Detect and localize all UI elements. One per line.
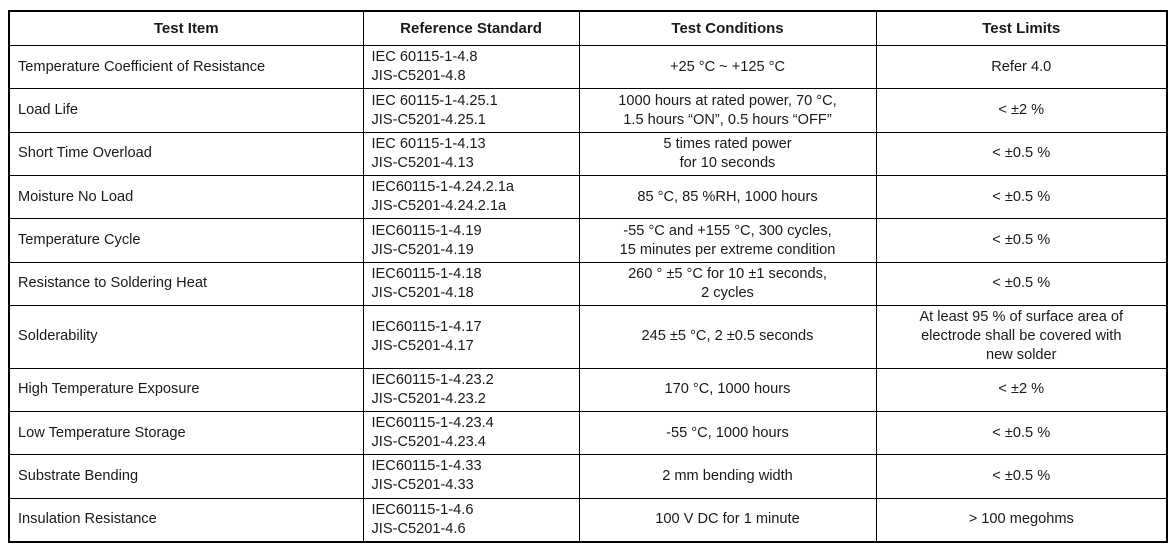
reference-standard-cell: IEC60115-1-4.23.4 JIS-C5201-4.23.4 (362, 410, 580, 456)
test-conditions-cell: -55 °C, 1000 hours (578, 410, 877, 456)
test-conditions-cell: 245 ±5 °C, 2 ±0.5 seconds (578, 305, 877, 369)
test-limits-cell: < ±0.5 % (875, 218, 1168, 263)
table-row: Solderability IEC60115-1-4.17 JIS-C5201-… (8, 305, 1168, 369)
table-row: High Temperature Exposure IEC60115-1-4.2… (8, 367, 1168, 412)
test-conditions-cell: 170 °C, 1000 hours (578, 367, 877, 412)
header-row: Test Item Reference Standard Test Condit… (8, 10, 1168, 46)
test-conditions-cell: 100 V DC for 1 minute (578, 497, 877, 543)
test-item-cell: Resistance to Soldering Heat (8, 261, 364, 307)
test-item-cell: Moisture No Load (8, 175, 364, 220)
test-item-cell: Solderability (8, 305, 364, 369)
reference-standard-cell: IEC 60115-1-4.25.1 JIS-C5201-4.25.1 (362, 88, 580, 133)
table-row: Temperature Coefficient of Resistance IE… (8, 44, 1168, 90)
test-limits-cell: < ±2 % (875, 88, 1168, 133)
test-item-cell: Temperature Cycle (8, 218, 364, 263)
table-row: Insulation Resistance IEC60115-1-4.6 JIS… (8, 497, 1168, 543)
test-limits-cell: > 100 megohms (875, 497, 1168, 543)
test-limits-cell: < ±0.5 % (875, 261, 1168, 307)
test-conditions-cell: +25 °C ~ +125 °C (578, 44, 877, 90)
col-header-reference-standard: Reference Standard (362, 10, 580, 46)
table-row: Temperature Cycle IEC60115-1-4.19 JIS-C5… (8, 218, 1168, 263)
test-specification-table: Test Item Reference Standard Test Condit… (8, 10, 1168, 543)
table-row: Low Temperature Storage IEC60115-1-4.23.… (8, 410, 1168, 456)
reference-standard-cell: IEC60115-1-4.17 JIS-C5201-4.17 (362, 305, 580, 369)
reference-standard-cell: IEC60115-1-4.33 JIS-C5201-4.33 (362, 454, 580, 499)
test-conditions-cell: 5 times rated power for 10 seconds (578, 131, 877, 177)
test-limits-cell: At least 95 % of surface area of electro… (875, 305, 1168, 369)
test-conditions-cell: 1000 hours at rated power, 70 °C, 1.5 ho… (578, 88, 877, 133)
test-conditions-cell: -55 °C and +155 °C, 300 cycles, 15 minut… (578, 218, 877, 263)
reference-standard-cell: IEC 60115-1-4.8 JIS-C5201-4.8 (362, 44, 580, 90)
test-item-cell: Load Life (8, 88, 364, 133)
test-item-cell: Substrate Bending (8, 454, 364, 499)
test-item-cell: Temperature Coefficient of Resistance (8, 44, 364, 90)
test-item-cell: Insulation Resistance (8, 497, 364, 543)
test-conditions-cell: 260 ° ±5 °C for 10 ±1 seconds, 2 cycles (578, 261, 877, 307)
table-row: Moisture No Load IEC60115-1-4.24.2.1a JI… (8, 175, 1168, 220)
table-row: Short Time Overload IEC 60115-1-4.13 JIS… (8, 131, 1168, 177)
test-item-cell: High Temperature Exposure (8, 367, 364, 412)
reference-standard-cell: IEC60115-1-4.6 JIS-C5201-4.6 (362, 497, 580, 543)
test-conditions-cell: 2 mm bending width (578, 454, 877, 499)
table-row: Load Life IEC 60115-1-4.25.1 JIS-C5201-4… (8, 88, 1168, 133)
table-row: Resistance to Soldering Heat IEC60115-1-… (8, 261, 1168, 307)
col-header-test-conditions: Test Conditions (578, 10, 877, 46)
reference-standard-cell: IEC60115-1-4.24.2.1a JIS-C5201-4.24.2.1a (362, 175, 580, 220)
table-row: Substrate Bending IEC60115-1-4.33 JIS-C5… (8, 454, 1168, 499)
reference-standard-cell: IEC60115-1-4.18 JIS-C5201-4.18 (362, 261, 580, 307)
col-header-test-item: Test Item (8, 10, 364, 46)
test-limits-cell: < ±0.5 % (875, 131, 1168, 177)
test-limits-cell: < ±0.5 % (875, 454, 1168, 499)
reference-standard-cell: IEC60115-1-4.19 JIS-C5201-4.19 (362, 218, 580, 263)
test-conditions-cell: 85 °C, 85 %RH, 1000 hours (578, 175, 877, 220)
test-limits-cell: Refer 4.0 (875, 44, 1168, 90)
test-item-cell: Low Temperature Storage (8, 410, 364, 456)
test-item-cell: Short Time Overload (8, 131, 364, 177)
test-limits-cell: < ±2 % (875, 367, 1168, 412)
test-limits-cell: < ±0.5 % (875, 410, 1168, 456)
reference-standard-cell: IEC 60115-1-4.13 JIS-C5201-4.13 (362, 131, 580, 177)
test-limits-cell: < ±0.5 % (875, 175, 1168, 220)
reference-standard-cell: IEC60115-1-4.23.2 JIS-C5201-4.23.2 (362, 367, 580, 412)
col-header-test-limits: Test Limits (875, 10, 1168, 46)
